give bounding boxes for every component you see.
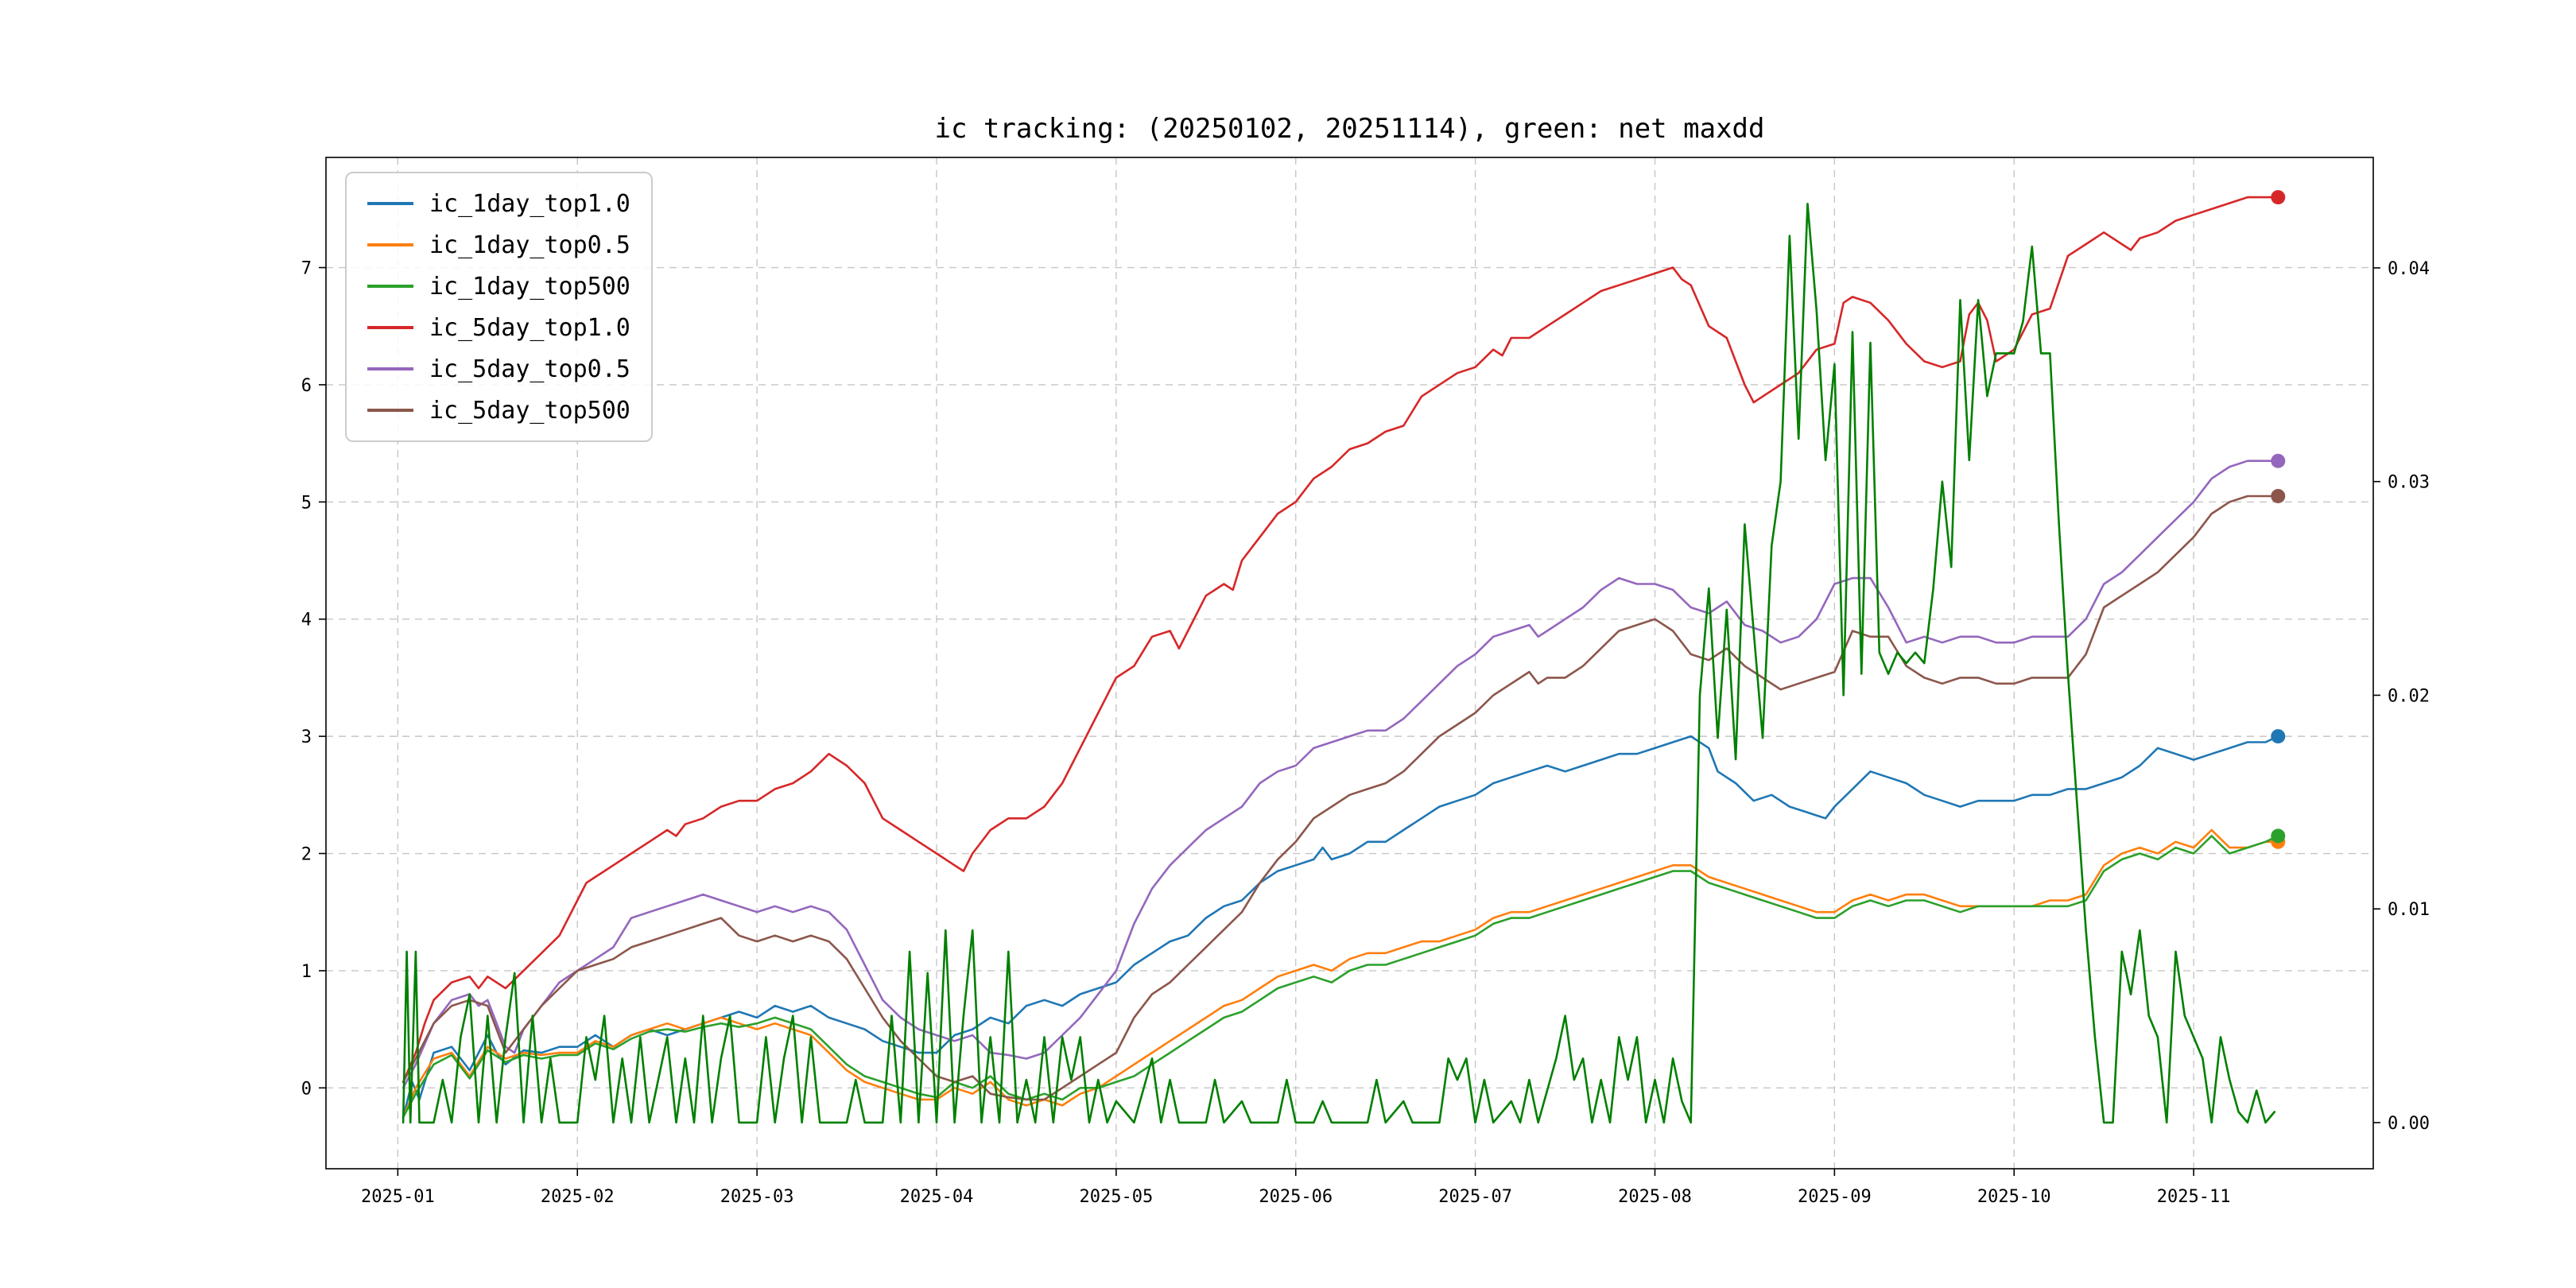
- y-left-tick-label: 2: [301, 845, 312, 865]
- chart-title: ic tracking: (20250102, 20251114), green…: [934, 113, 1765, 145]
- series-line-ic_5day_top1.0: [402, 196, 2279, 1084]
- legend-item-ic_5day_top500: ic_5day_top500: [367, 393, 630, 428]
- series-line-ic_1day_top0.5: [402, 828, 2279, 1119]
- y-left-tick-label: 5: [301, 493, 312, 513]
- y-left-tick-label: 4: [301, 611, 312, 630]
- x-tick-label: 2025-09: [1798, 1187, 1872, 1207]
- x-tick-label: 2025-07: [1438, 1187, 1512, 1207]
- legend-item-label: ic_1day_top0.5: [429, 231, 630, 259]
- series-end-dot-ic_5day_top500: [2271, 488, 2286, 503]
- y-left-tick-label: 7: [301, 259, 312, 279]
- y-right-tick-label: 0.02: [2388, 686, 2430, 706]
- legend-item-ic_1day_top500: ic_1day_top500: [367, 269, 630, 304]
- legend-item-ic_1day_top0.5: ic_1day_top0.5: [367, 227, 630, 262]
- y-left-tick-label: 1: [301, 962, 312, 982]
- legend-line-swatch: [367, 243, 413, 246]
- legend-line-swatch: [367, 285, 413, 288]
- series-end-dot-ic_5day_top0.5: [2271, 453, 2286, 468]
- y-right-tick-label: 0.03: [2388, 473, 2430, 493]
- series-line-ic_5day_top0.5: [402, 460, 2279, 1089]
- x-tick-label: 2025-05: [1080, 1187, 1154, 1207]
- axes-spines: [325, 157, 2374, 1170]
- series-line-ic_5day_top500: [402, 495, 2279, 1101]
- y-right-tick-label: 0.01: [2388, 900, 2430, 920]
- legend-item-ic_5day_top1.0: ic_5day_top1.0: [367, 310, 630, 345]
- x-tick-label: 2025-10: [1977, 1187, 2051, 1207]
- x-tick-label: 2025-03: [720, 1187, 794, 1207]
- legend-line-swatch: [367, 409, 413, 412]
- x-tick-label: 2025-08: [1618, 1187, 1692, 1207]
- y-left-tick-label: 3: [301, 727, 312, 747]
- series-line-net_maxdd: [402, 202, 2276, 1124]
- legend-item-label: ic_5day_top0.5: [429, 355, 630, 383]
- legend-item-label: ic_5day_top500: [429, 396, 630, 425]
- legend-item-ic_5day_top0.5: ic_5day_top0.5: [367, 351, 630, 386]
- legend-line-swatch: [367, 326, 413, 329]
- x-tick-label: 2025-11: [2157, 1187, 2231, 1207]
- x-tick-label: 2025-02: [541, 1187, 615, 1207]
- legend-line-swatch: [367, 367, 413, 370]
- series-line-ic_1day_top500: [402, 835, 2279, 1119]
- series-end-dot-ic_1day_top1.0: [2271, 729, 2286, 744]
- legend-item-ic_1day_top1.0: ic_1day_top1.0: [367, 186, 630, 221]
- series-end-dot-ic_1day_top500: [2271, 828, 2286, 844]
- series-end-dot-ic_5day_top1.0: [2271, 190, 2286, 205]
- legend-item-label: ic_5day_top1.0: [429, 313, 630, 342]
- y-right-tick-label: 0.04: [2388, 259, 2430, 279]
- y-left-tick-label: 6: [301, 376, 312, 396]
- legend-item-label: ic_1day_top1.0: [429, 189, 630, 218]
- y-right-tick-label: 0.00: [2388, 1114, 2430, 1134]
- x-tick-label: 2025-04: [900, 1187, 974, 1207]
- y-left-tick-label: 0: [301, 1079, 312, 1099]
- x-tick-label: 2025-01: [361, 1187, 435, 1207]
- legend-line-swatch: [367, 202, 413, 205]
- x-tick-label: 2025-06: [1259, 1187, 1333, 1207]
- legend: ic_1day_top1.0 ic_1day_top0.5 ic_1day_top5…: [345, 172, 653, 442]
- legend-item-label: ic_1day_top500: [429, 272, 630, 301]
